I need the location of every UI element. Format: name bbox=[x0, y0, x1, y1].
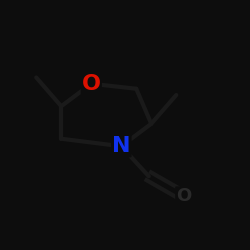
Text: N: N bbox=[112, 136, 130, 156]
Text: O: O bbox=[176, 187, 192, 205]
Text: O: O bbox=[82, 74, 101, 94]
